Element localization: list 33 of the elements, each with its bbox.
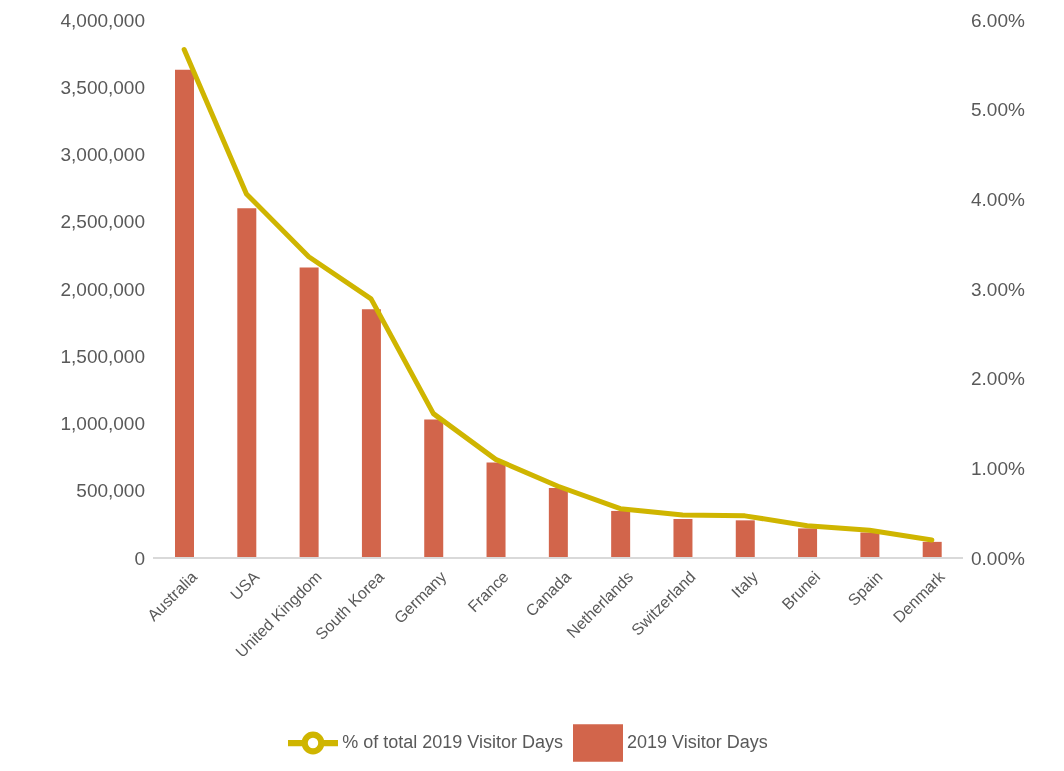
y-tick-label: 2,500,000 [60,211,145,233]
legend-label: 2019 Visitor Days [627,731,768,752]
bar [798,528,818,558]
y-tick-label: 0 [134,547,145,569]
x-tick-label: Italy [728,568,761,601]
y-tick-label: 1,000,000 [60,413,145,435]
y2-tick-label: 4.00% [971,189,1025,211]
y2-tick-label: 3.00% [971,278,1025,300]
y-tick-label: 2,000,000 [60,278,145,300]
y2-tick-label: 1.00% [971,458,1025,480]
bar [175,69,194,558]
bar [424,419,444,558]
bar [237,208,257,558]
y-tick-label: 3,500,000 [60,77,145,98]
bar [548,488,568,558]
bar [860,532,880,558]
bar [486,462,506,558]
y2-tick-label: 6.00% [971,9,1025,31]
y-tick-label: 1,500,000 [60,345,145,367]
legend-label: % of total 2019 Visitor Days [342,731,564,752]
y-tick-label: 3,000,000 [60,144,145,166]
y2-tick-label: 0.00% [971,547,1025,569]
x-tick-label: USA [227,567,263,604]
y2-tick-label: 2.00% [971,368,1025,390]
y-tick-label: 500,000 [76,480,145,502]
y2-tick-label: 5.00% [971,99,1025,121]
bar [361,309,381,558]
bar [735,520,755,558]
bar [611,510,631,558]
bar [922,541,942,558]
y-tick-label: 4,000,000 [60,9,145,31]
bar [299,267,319,558]
bar [673,519,693,558]
